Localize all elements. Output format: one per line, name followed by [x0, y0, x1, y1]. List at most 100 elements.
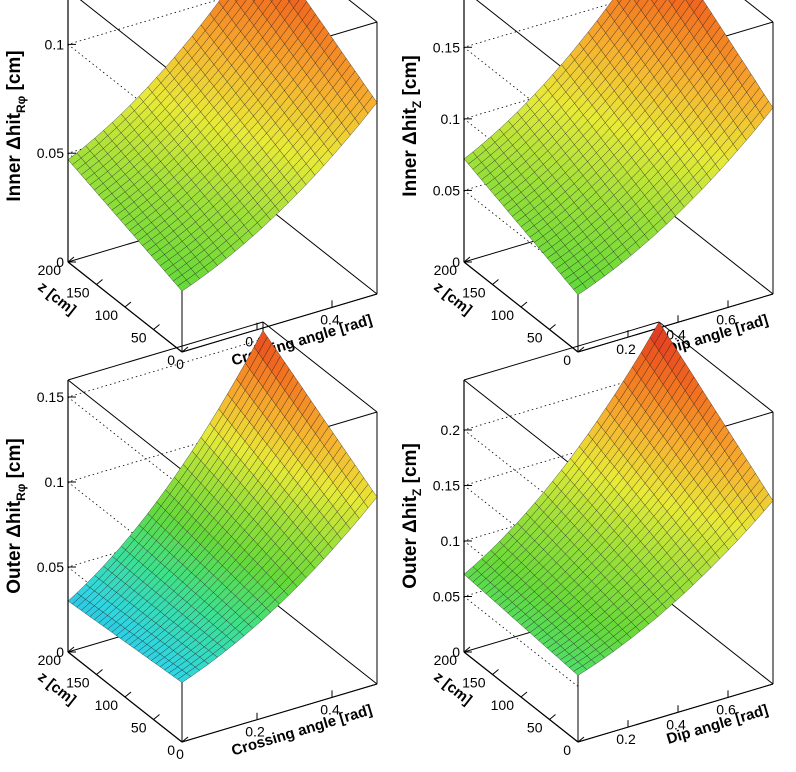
- surface-cell: [288, 0, 300, 9]
- z-tick-label: 150: [66, 675, 90, 691]
- z-tick-label: 150: [462, 675, 486, 691]
- z-tick-mark: [492, 669, 499, 675]
- y-axis-label: Outer ΔhitZ [cm]: [400, 443, 424, 589]
- surface-cell: [236, 0, 247, 8]
- surface-cell: [252, 0, 256, 2]
- z-tick-label: 150: [462, 285, 486, 301]
- y-label-unit: [cm]: [4, 438, 25, 483]
- x-tick-label: 0.4: [666, 716, 686, 732]
- z-tick-mark: [124, 301, 132, 308]
- y-tick-label: 0: [56, 254, 64, 270]
- y-tick-label: 0: [452, 254, 460, 270]
- surface-cell: [363, 95, 378, 114]
- surface-cell: [218, 0, 229, 8]
- surface-mesh: [463, 0, 774, 295]
- surface-cell: [651, 0, 658, 5]
- x-tick-label: 0.2: [245, 724, 265, 740]
- surface-cell: [270, 0, 273, 2]
- y-tick-label: 0.05: [37, 559, 64, 575]
- box-edge: [67, 379, 183, 471]
- z-tick-mark: [520, 301, 528, 308]
- y-tick-label: 0: [56, 644, 64, 660]
- y-tick-label: 0.05: [433, 588, 460, 604]
- z-tick-mark: [492, 279, 499, 285]
- z-tick-mark: [181, 736, 189, 743]
- surface-mesh: [463, 321, 774, 676]
- y-tick-label: 0.15: [433, 477, 460, 493]
- box-edge: [348, 0, 378, 23]
- y-label-unit: [cm]: [400, 443, 421, 488]
- box-edge: [658, 203, 774, 295]
- z-tick-label: 100: [491, 697, 515, 713]
- z-tick-label: 0: [167, 352, 175, 368]
- z-tick-mark: [67, 256, 75, 263]
- z-tick-mark: [463, 646, 471, 653]
- z-tick-mark: [181, 346, 189, 353]
- box-edge: [79, 0, 183, 81]
- x-tick-label: 0.4: [320, 311, 340, 327]
- z-tick-label: 50: [527, 330, 543, 346]
- x-tick-label: 0.2: [616, 341, 636, 357]
- y-axis-label: Inner ΔhitRφ [cm]: [4, 50, 28, 201]
- y-tick-label: 0.1: [45, 474, 65, 490]
- y-tick-label: 0: [452, 644, 460, 660]
- x-tick-label: 0.6: [716, 701, 736, 717]
- y-tick-label: 0.05: [37, 145, 64, 161]
- y-label-subscript: Rφ: [14, 483, 28, 501]
- z-tick-label: 200: [38, 652, 62, 668]
- y-tick-label: 0.15: [433, 39, 460, 55]
- box-edge: [463, 321, 660, 381]
- surface-cell: [253, 0, 265, 8]
- y-label-unit: [cm]: [400, 55, 421, 100]
- y-tick-label: 0.15: [37, 389, 64, 405]
- y-label-subscript: Z: [410, 101, 424, 108]
- y-label-unit: [cm]: [4, 50, 25, 95]
- y-tick-label: 0.2: [441, 422, 461, 438]
- z-tick-label: 100: [491, 307, 515, 323]
- x-tick-label: 0.6: [716, 311, 736, 327]
- surface-cell: [234, 0, 238, 2]
- z-tick-mark: [577, 736, 585, 743]
- y-axis-label: Outer ΔhitRφ [cm]: [4, 438, 28, 593]
- z-tick-label: 200: [38, 262, 62, 278]
- surface-cell: [759, 100, 774, 120]
- z-tick-mark: [549, 714, 556, 720]
- y-label-subscript: Rφ: [14, 95, 28, 113]
- box-edge: [744, 0, 774, 23]
- z-tick-mark: [67, 646, 75, 653]
- surface-cell: [685, 0, 694, 6]
- surface-cell: [363, 490, 378, 509]
- surface-cell: [616, 0, 622, 4]
- z-tick-label: 200: [434, 652, 458, 668]
- y-tick-label: 0.1: [441, 111, 461, 127]
- y-axis-label: Inner ΔhitZ [cm]: [400, 55, 424, 196]
- surface-mesh: [67, 330, 378, 683]
- z-tick-label: 0: [167, 742, 175, 758]
- box-edge: [475, 0, 579, 81]
- box-edge: [658, 593, 774, 685]
- surface-mesh: [67, 0, 378, 292]
- box-edge-front: [577, 683, 774, 743]
- x-tick-label: 0: [176, 746, 184, 762]
- z-tick-label: 50: [527, 720, 543, 736]
- box-edge: [262, 593, 378, 685]
- z-tick-label: 0: [563, 352, 571, 368]
- box-edge: [658, 321, 774, 413]
- z-tick-label: 150: [66, 285, 90, 301]
- y-tick-label: 0.1: [45, 36, 65, 52]
- box-edge: [463, 379, 579, 471]
- z-tick-label: 200: [434, 262, 458, 278]
- box-edge: [262, 203, 378, 295]
- z-tick-mark: [520, 691, 528, 698]
- z-tick-mark: [124, 691, 132, 698]
- z-tick-mark: [153, 714, 160, 720]
- y-label-main: Outer Δhit: [400, 495, 421, 588]
- box-edge: [262, 321, 378, 413]
- z-tick-mark: [463, 256, 471, 263]
- z-tick-label: 100: [95, 307, 119, 323]
- x-tick-label: 0.4: [666, 326, 686, 342]
- surface-cell: [633, 0, 640, 5]
